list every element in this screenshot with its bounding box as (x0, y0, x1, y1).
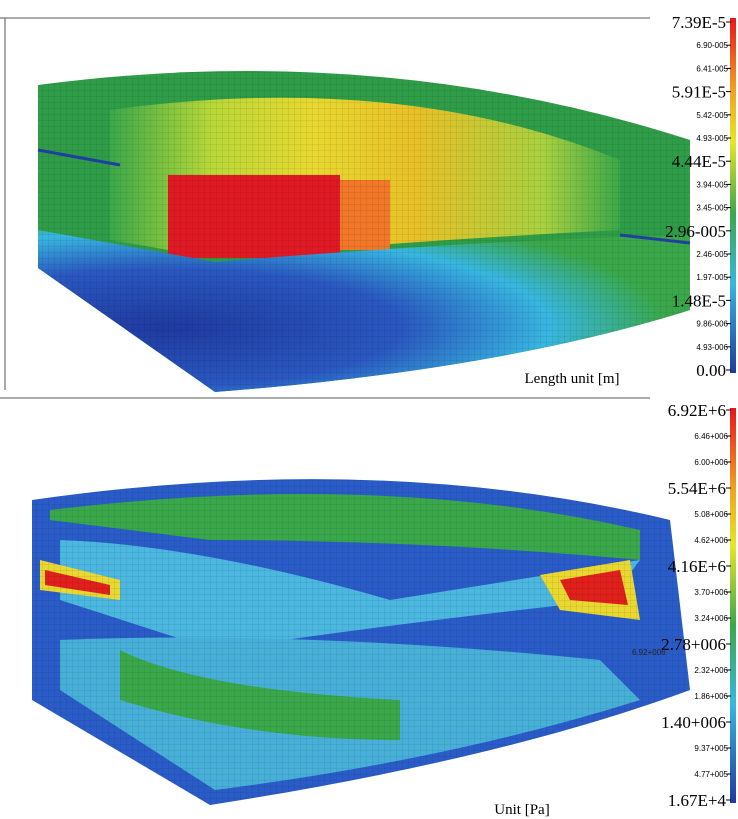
legend-label: 1.86+006 (694, 692, 728, 701)
legend-label: 4.16E+6 (668, 557, 726, 576)
legend-label: 1.48E-5 (672, 291, 726, 310)
legend-label: 6.92E+6 (668, 401, 726, 420)
legend-label: 4.93-006 (696, 343, 728, 352)
legend-label: 6.41-005 (696, 64, 728, 73)
legend-label: 2.46-005 (696, 250, 728, 259)
legend-label: 7.39E-5 (672, 13, 726, 32)
colorbar (730, 408, 736, 803)
legend-label: 5.54E+6 (668, 479, 726, 498)
legend-label: 5.91E-5 (672, 83, 726, 102)
legend-label: 0.00 (696, 361, 726, 380)
legend-label: 9.86-006 (696, 320, 728, 329)
legend-label: 1.40+006 (661, 713, 726, 732)
legend-label: 9.37+005 (694, 744, 728, 753)
legend-label: 1.67E+4 (668, 791, 727, 810)
legend-label: 5.08+006 (694, 510, 728, 519)
legend-label: 4.44E-5 (672, 152, 726, 171)
legend-label: 2.78+006 (661, 635, 726, 654)
legend-label: 3.24+006 (694, 614, 728, 623)
stress-model (0, 398, 690, 805)
legend-label: 6.46+006 (694, 432, 728, 441)
legend-label: 4.77+005 (694, 770, 728, 779)
legend-label: 2.96-005 (665, 222, 726, 241)
legend-label: 6.00+006 (694, 458, 728, 467)
max-annotation: 6.92+006 (632, 648, 666, 657)
legend-label: 2.32+006 (694, 666, 728, 675)
legend-label: 4.62+006 (694, 536, 728, 545)
fea-results: 7.39E-5 6.90-005 6.41-005 5.91E-5 5.42-005 4.… (0, 0, 738, 819)
legend-label: 3.94-005 (696, 180, 728, 189)
legend-label: 4.93-005 (696, 134, 728, 143)
colorbar (730, 18, 736, 373)
legend-label: 1.97-005 (696, 273, 728, 282)
legend-label: 3.70+006 (694, 588, 728, 597)
displacement-model (0, 18, 690, 392)
legend-label: 3.45-005 (696, 204, 728, 213)
unit-label: Length unit [m] (525, 371, 620, 387)
legend-label: 5.42-005 (696, 111, 728, 120)
legend-label: 6.90-005 (696, 41, 728, 50)
unit-label: Unit [Pa] (494, 802, 549, 818)
